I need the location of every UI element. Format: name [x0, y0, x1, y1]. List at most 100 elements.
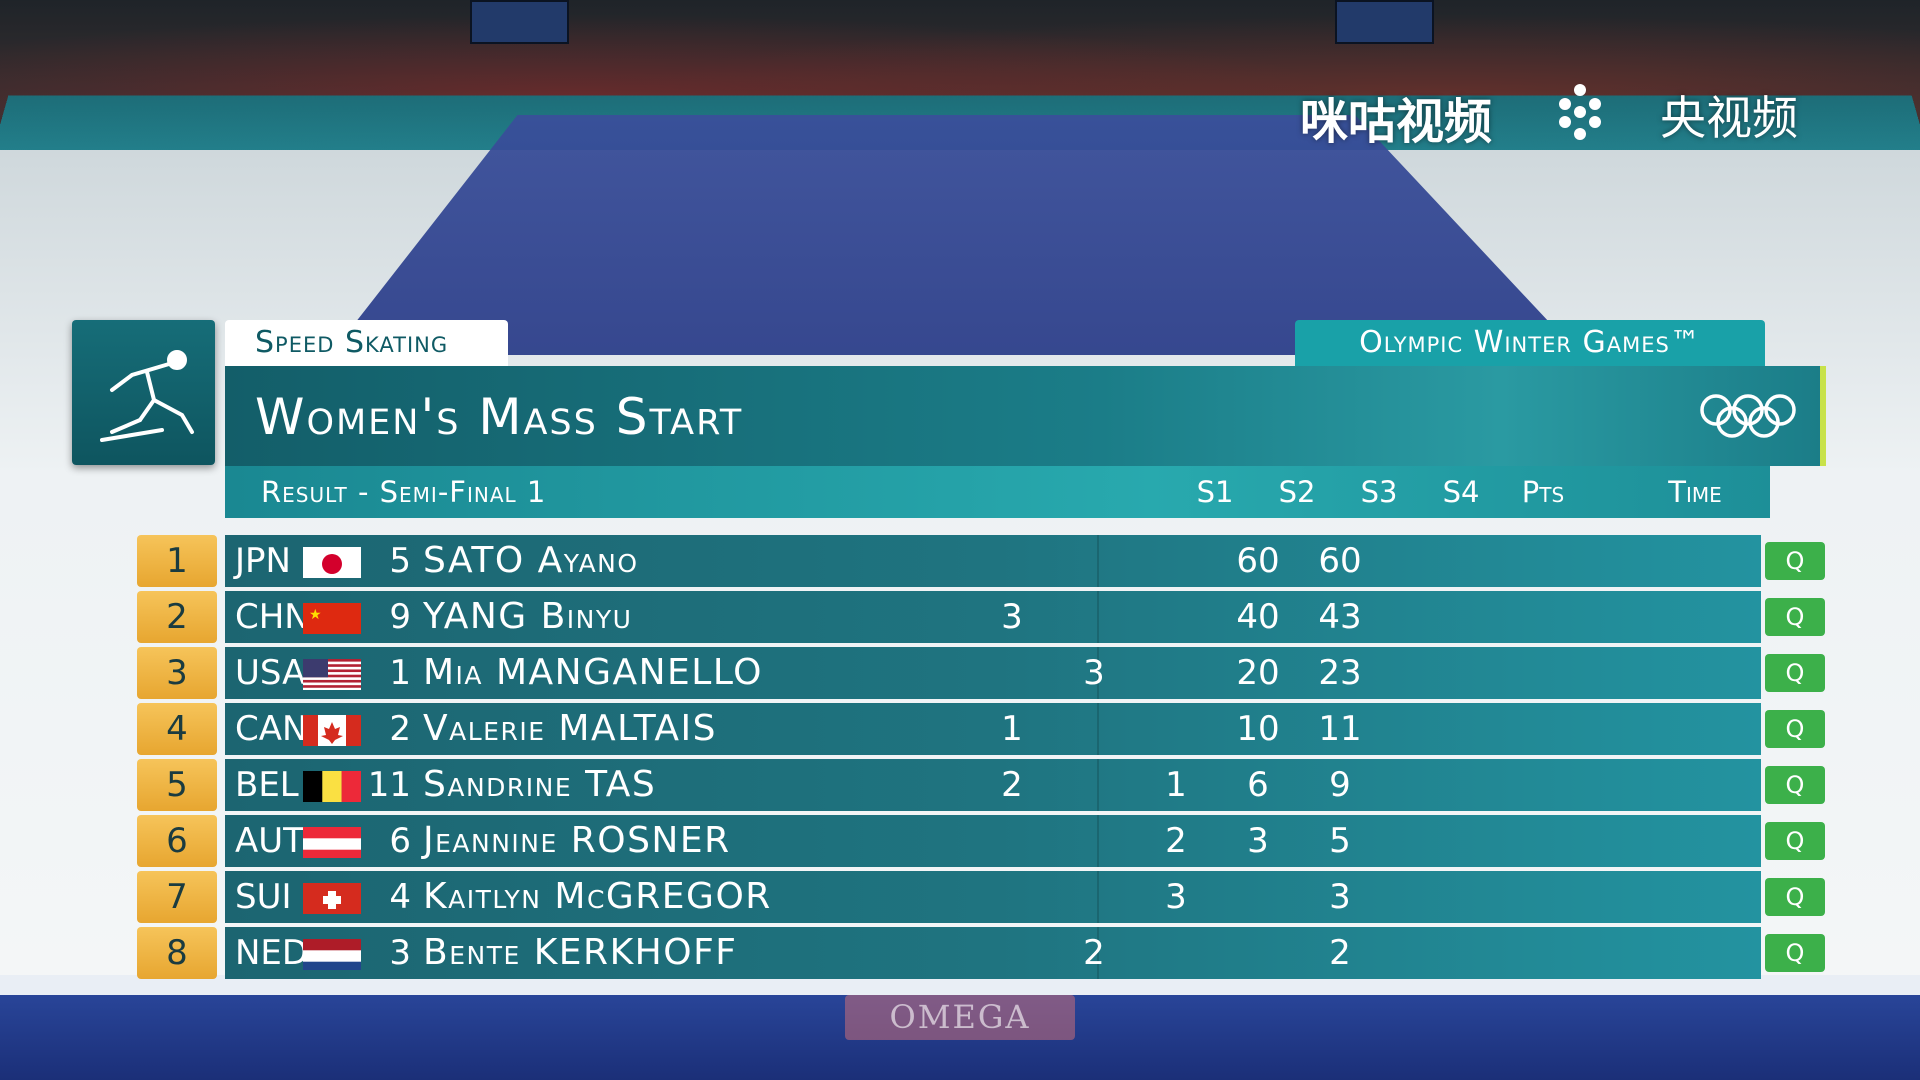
athlete-name: Valerie MALTAIS: [423, 703, 717, 755]
result-row: 6 AUT 6 Jeannine ROSNER 2 3 5 Q: [225, 815, 1761, 867]
rank-badge: 2: [137, 591, 217, 643]
column-header-time: Time: [1645, 466, 1745, 518]
country-code: USA: [235, 647, 305, 699]
column-divider: [1097, 535, 1099, 587]
country-code: SUI: [235, 871, 292, 923]
result-row: 3 USA 1 Mia MANGANELLO 3 20 23 Q: [225, 647, 1761, 699]
qualified-badge: Q: [1765, 822, 1825, 860]
athlete-name: Sandrine TAS: [423, 759, 656, 811]
result-row: 2 CHN ★ 9 YANG Binyu 3 40 43 Q: [225, 591, 1761, 643]
athlete-name: Bente KERKHOFF: [423, 927, 738, 979]
cell-s3: 3: [1136, 871, 1216, 923]
column-header-s4: S4: [1421, 466, 1501, 518]
country-code: NED: [235, 927, 308, 979]
athlete-name: Mia MANGANELLO: [423, 647, 763, 699]
rank-badge: 3: [137, 647, 217, 699]
country-code: CAN: [235, 703, 307, 755]
round-title: Result - Semi-Final 1: [261, 466, 546, 518]
flag-chn-icon: ★: [303, 600, 361, 634]
country-code: BEL: [235, 759, 299, 811]
cell-s4: 6: [1218, 759, 1298, 811]
bib-number: 6: [361, 815, 411, 867]
bib-number: 5: [361, 535, 411, 587]
column-header-s2: S2: [1257, 466, 1337, 518]
column-divider: [1097, 871, 1099, 923]
athlete-name: SATO Ayano: [423, 535, 639, 587]
event-title: Women's Mass Start: [255, 388, 743, 446]
cell-s4: 60: [1218, 535, 1298, 587]
olympic-rings-icon: [1698, 392, 1798, 440]
qualified-badge: Q: [1765, 598, 1825, 636]
cell-s1: 1: [972, 703, 1052, 755]
athlete-name: YANG Binyu: [423, 591, 632, 643]
result-row: 4 CAN 2 Valerie MALTAIS 1 10 11 Q: [225, 703, 1761, 755]
cell-pts: 2: [1300, 927, 1380, 979]
column-header-s3: S3: [1339, 466, 1419, 518]
cell-s2: 2: [1054, 927, 1134, 979]
bib-number: 3: [361, 927, 411, 979]
result-row: 7 SUI 4 Kaitlyn McGREGOR 3 3 Q: [225, 871, 1761, 923]
column-header-s1: S1: [1175, 466, 1255, 518]
cell-pts: 5: [1300, 815, 1380, 867]
result-row: 8 NED 3 Bente KERKHOFF 2 2 Q: [225, 927, 1761, 979]
flag-aut-icon: [303, 824, 361, 858]
column-divider: [1097, 591, 1099, 643]
column-divider: [1097, 815, 1099, 867]
column-divider: [1097, 703, 1099, 755]
qualified-badge: Q: [1765, 654, 1825, 692]
rank-badge: 6: [137, 815, 217, 867]
event-header: Women's Mass Start: [225, 366, 1826, 466]
cell-s1: 2: [972, 759, 1052, 811]
qualified-badge: Q: [1765, 934, 1825, 972]
svg-text:★: ★: [309, 607, 322, 623]
athlete-name: Jeannine ROSNER: [423, 815, 731, 867]
athlete-name: Kaitlyn McGREGOR: [423, 871, 772, 923]
cell-pts: 11: [1300, 703, 1380, 755]
result-row: 5 BEL 11 Sandrine TAS 2 1 6 9 Q: [225, 759, 1761, 811]
skater-icon: [72, 320, 215, 465]
cell-s2: 3: [1054, 647, 1134, 699]
cell-s4: 3: [1218, 815, 1298, 867]
column-divider: [1097, 759, 1099, 811]
column-header-pts: Pts: [1503, 466, 1583, 518]
cell-s3: 1: [1136, 759, 1216, 811]
round-header: Result - Semi-Final 1 S1 S2 S3 S4 Pts Ti…: [225, 466, 1770, 518]
qualified-badge: Q: [1765, 542, 1825, 580]
cell-s3: 2: [1136, 815, 1216, 867]
flag-usa-icon: [303, 656, 361, 690]
cell-pts: 9: [1300, 759, 1380, 811]
flag-bel-icon: [303, 768, 361, 802]
cell-pts: 43: [1300, 591, 1380, 643]
cell-s4: 10: [1218, 703, 1298, 755]
bib-number: 1: [361, 647, 411, 699]
games-label: Olympic Winter Games™: [1295, 320, 1765, 366]
rank-badge: 1: [137, 535, 217, 587]
rank-badge: 8: [137, 927, 217, 979]
sport-label: Speed Skating: [225, 320, 508, 366]
sponsor-logo: OMEGA: [845, 995, 1075, 1040]
qualified-badge: Q: [1765, 878, 1825, 916]
cell-pts: 23: [1300, 647, 1380, 699]
flag-sui-icon: [303, 880, 361, 914]
cell-s4: 20: [1218, 647, 1298, 699]
rank-badge: 7: [137, 871, 217, 923]
flag-can-icon: [303, 712, 361, 746]
flag-ned-icon: [303, 936, 361, 970]
result-row: 1 JPN 5 SATO Ayano 60 60 Q: [225, 535, 1761, 587]
migu-watermark: 咪咕视频: [1300, 82, 1492, 152]
country-code: AUT: [235, 815, 304, 867]
cell-pts: 60: [1300, 535, 1380, 587]
bib-number: 4: [361, 871, 411, 923]
flag-jpn-icon: [303, 544, 361, 578]
cctv-watermark: 央视频: [1660, 82, 1798, 148]
rank-badge: 5: [137, 759, 217, 811]
arena-video-screen: [1335, 0, 1434, 44]
cell-s1: 3: [972, 591, 1052, 643]
cell-s4: 40: [1218, 591, 1298, 643]
arena-video-screen: [470, 0, 569, 44]
bib-number: 9: [361, 591, 411, 643]
speed-skating-pictogram: [72, 320, 215, 465]
cell-pts: 3: [1300, 871, 1380, 923]
cctv-logo-icon: [1555, 82, 1605, 142]
qualified-badge: Q: [1765, 710, 1825, 748]
